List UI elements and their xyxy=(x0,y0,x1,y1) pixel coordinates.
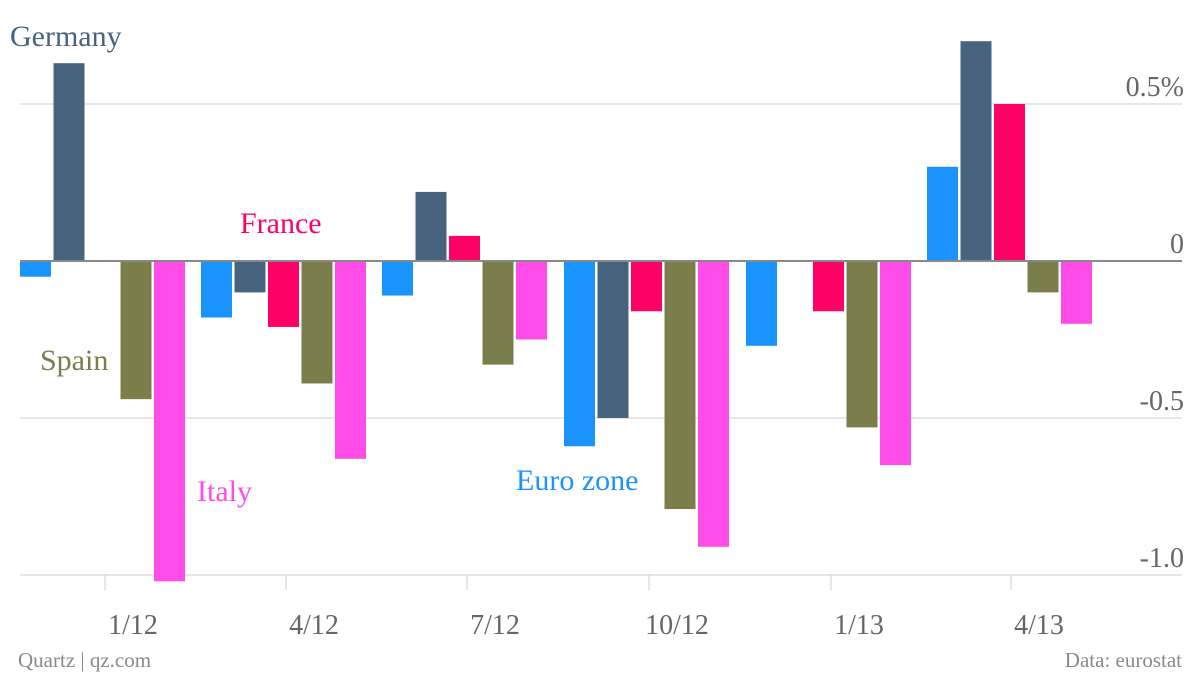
y-axis: 0.5% 0 -0.5 -1.0 xyxy=(1126,72,1184,574)
bar-spain xyxy=(1027,261,1059,293)
bar-germany xyxy=(960,41,992,262)
bar-spain xyxy=(482,261,514,365)
series-label-euro-zone: Euro zone xyxy=(516,464,638,497)
bar-euro-zone xyxy=(564,261,595,447)
bar-france xyxy=(813,261,844,312)
bar-spain xyxy=(846,261,878,428)
bar-spain xyxy=(664,261,696,510)
x-tick-label: 1/12 xyxy=(108,610,158,641)
series-labels: Germany France Spain Italy Euro zone xyxy=(10,20,638,508)
bar-france xyxy=(994,104,1025,261)
bar-euro-zone xyxy=(382,261,413,296)
series-label-spain: Spain xyxy=(40,344,108,377)
footer-data-source: Data: eurostat xyxy=(1064,648,1182,672)
y-tick-label: 0.5% xyxy=(1126,72,1184,103)
bar-germany xyxy=(597,261,629,418)
bar-france xyxy=(631,261,662,312)
bar-italy xyxy=(698,261,729,547)
bar-italy xyxy=(1061,261,1092,324)
x-tick-label: 10/12 xyxy=(645,610,709,641)
bar-euro-zone xyxy=(20,261,51,277)
x-tick-label: 1/13 xyxy=(834,610,884,641)
bar-france xyxy=(268,261,299,327)
series-label-germany: Germany xyxy=(10,20,122,53)
bars xyxy=(20,41,1092,582)
y-tick-label: 0 xyxy=(1170,229,1184,260)
bar-spain xyxy=(301,261,333,384)
x-axis: 1/12 4/12 7/12 10/12 1/13 4/13 xyxy=(104,574,1064,641)
bar-italy xyxy=(880,261,911,466)
bar-euro-zone xyxy=(927,166,958,261)
bar-germany xyxy=(234,261,266,293)
bar-spain xyxy=(120,261,152,400)
series-label-italy: Italy xyxy=(197,475,252,508)
series-label-france: France xyxy=(240,207,322,240)
y-tick-label: -0.5 xyxy=(1140,386,1184,417)
x-tick-label: 7/12 xyxy=(470,610,520,641)
x-tick-label: 4/12 xyxy=(289,610,339,641)
bar-italy xyxy=(154,261,185,582)
footer-source-credit: Quartz | qz.com xyxy=(18,648,152,672)
bar-italy xyxy=(335,261,366,459)
bar-france xyxy=(449,235,480,261)
bar-euro-zone xyxy=(201,261,232,318)
x-tick-label: 4/13 xyxy=(1014,610,1064,641)
bar-germany xyxy=(53,63,85,262)
y-tick-label: -1.0 xyxy=(1140,543,1184,574)
bar-germany xyxy=(415,191,447,261)
bar-italy xyxy=(516,261,547,340)
bar-euro-zone xyxy=(746,261,777,346)
